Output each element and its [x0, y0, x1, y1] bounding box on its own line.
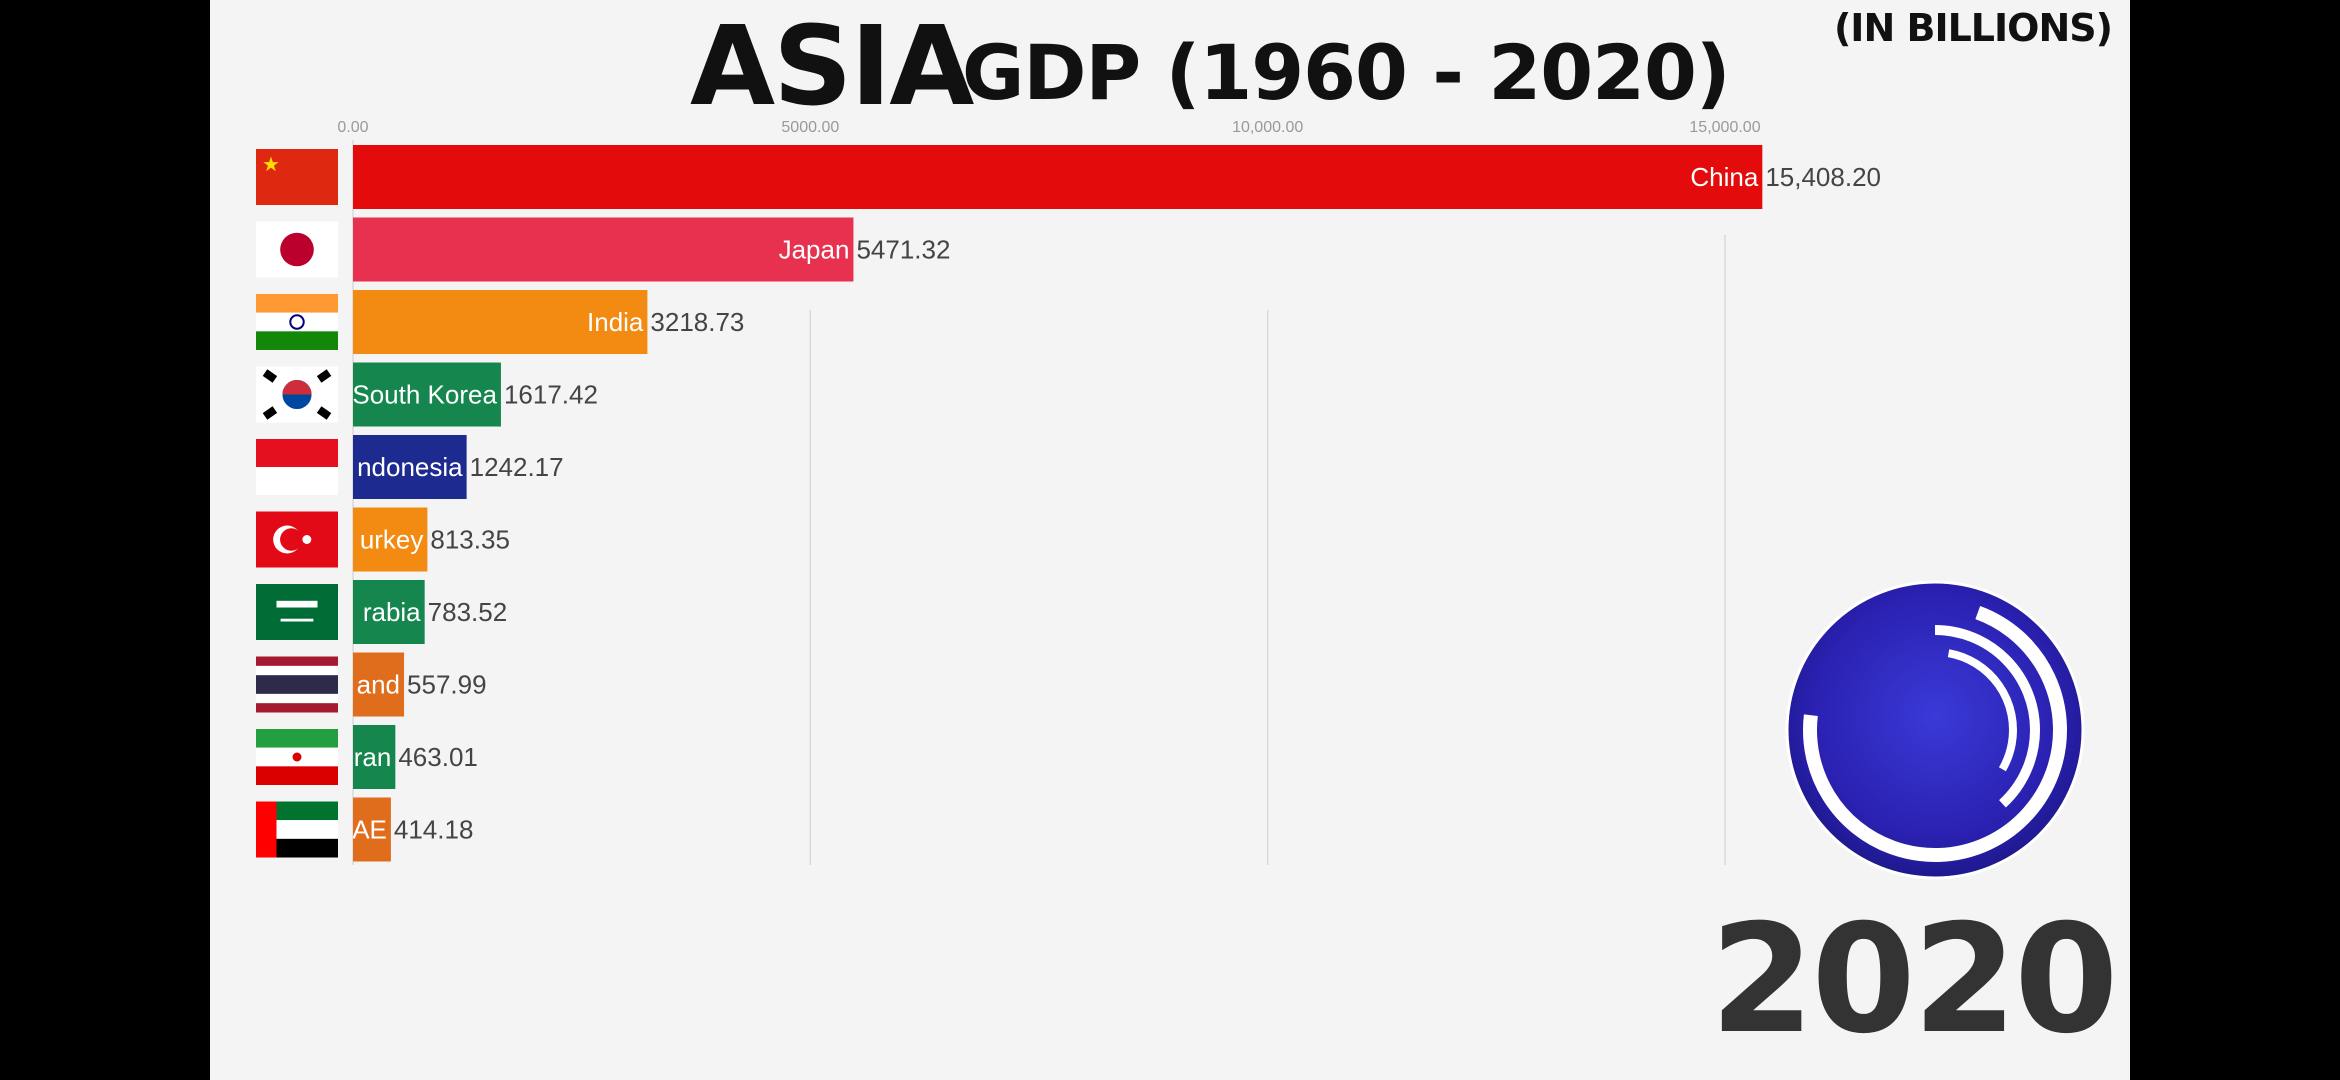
x-tick-label: 0.00 [337, 119, 368, 136]
china-flag: ★ [256, 149, 338, 205]
bar-value-label: 813.35 [430, 525, 510, 555]
channel-logo [1785, 580, 2085, 880]
chart-title-sub: GDP (1960 - 2020) [962, 28, 1731, 117]
bar [353, 652, 405, 717]
bar-value-label: 15,408.20 [1765, 162, 1881, 192]
japan-flag [256, 221, 338, 278]
bar-category-label: South Korea [352, 380, 497, 410]
indonesia-flag [256, 439, 338, 495]
bar-category-label: India [587, 307, 644, 337]
iran-flag [256, 729, 338, 785]
chart-title-main: ASIA [690, 2, 974, 130]
bar-value-label: 783.52 [428, 597, 508, 627]
bar [353, 362, 501, 427]
x-tick-label: 5000.00 [781, 119, 839, 136]
turkey-flag [256, 511, 338, 568]
x-tick-label: 10,000.00 [1232, 119, 1303, 136]
bar [353, 797, 391, 862]
bar-category-label: urkey [360, 525, 424, 555]
bar-value-label: 463.01 [398, 742, 478, 772]
bar [353, 725, 396, 789]
bar-category-label: and [357, 670, 400, 700]
x-tick-label: 15,000.00 [1689, 119, 1760, 136]
uae-flag [256, 801, 338, 858]
bar-value-label: 3218.73 [650, 307, 744, 337]
saudi-arabia-flag [256, 584, 338, 640]
bar [353, 217, 854, 282]
bar [353, 145, 1763, 209]
india-flag [256, 294, 338, 350]
south-korea-flag [256, 366, 338, 423]
bar-category-label: rabia [363, 597, 421, 627]
unit-label: (IN BILLIONS) [1833, 6, 2113, 50]
year-label: 2020 [1710, 893, 2118, 1067]
bar-value-label: 5471.32 [856, 235, 950, 265]
bar-category-label: ran [354, 742, 392, 772]
bar-value-label: 414.18 [394, 815, 474, 845]
bar-value-label: 557.99 [407, 670, 487, 700]
bar-category-label: ndonesia [357, 452, 463, 482]
bar-category-label: China [1690, 162, 1758, 192]
bar-chart: 0.00 5000.00 10,000.00 15,000.00 ★ China 15,40… [256, 119, 1881, 865]
bar [353, 290, 648, 354]
bar [353, 580, 425, 644]
svg-text:★: ★ [262, 152, 280, 176]
bar [353, 507, 428, 572]
bar-category-label: AE [352, 815, 387, 845]
bar [353, 435, 467, 499]
bar-category-label: Japan [779, 235, 850, 265]
thailand-flag [256, 656, 338, 713]
bar-value-label: 1242.17 [470, 452, 564, 482]
chart-stage: ASIA GDP (1960 - 2020) (IN BILLIONS) 0.0… [210, 0, 2130, 1080]
bar-value-label: 1617.42 [504, 380, 598, 410]
